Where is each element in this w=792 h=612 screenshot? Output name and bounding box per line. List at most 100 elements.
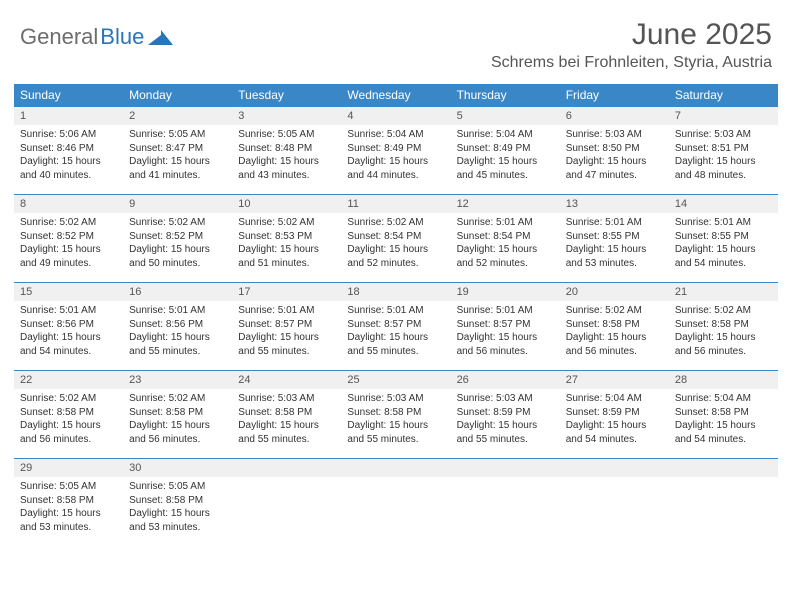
day-details: Sunrise: 5:02 AMSunset: 8:58 PMDaylight:… [560,301,669,370]
day-number: 8 [14,195,123,213]
dow-friday: Friday [560,84,669,106]
day-details: Sunrise: 5:02 AMSunset: 8:58 PMDaylight:… [669,301,778,370]
day-cell: Sunrise: 5:05 AMSunset: 8:58 PMDaylight:… [123,477,232,546]
day-cell: 29 [14,459,123,477]
day-number: 19 [451,283,560,301]
day-details: Sunrise: 5:01 AMSunset: 8:55 PMDaylight:… [669,213,778,282]
day-details: Sunrise: 5:03 AMSunset: 8:58 PMDaylight:… [341,389,450,458]
day-details: Sunrise: 5:01 AMSunset: 8:57 PMDaylight:… [232,301,341,370]
day-details: Sunrise: 5:03 AMSunset: 8:50 PMDaylight:… [560,125,669,194]
day-cell: 11 [341,195,450,213]
day-cell [669,477,778,546]
calendar-grid: Sunday Monday Tuesday Wednesday Thursday… [14,84,778,546]
day-cell: 14 [669,195,778,213]
day-cell: 30 [123,459,232,477]
day-number: 30 [123,459,232,477]
day-number: 10 [232,195,341,213]
week-daynum-row: 22232425262728 [14,370,778,389]
day-details: Sunrise: 5:02 AMSunset: 8:52 PMDaylight:… [14,213,123,282]
day-number: 1 [14,107,123,125]
logo: GeneralBlue [20,18,174,50]
day-cell: 13 [560,195,669,213]
logo-text-2: Blue [100,24,144,50]
day-cell: Sunrise: 5:02 AMSunset: 8:52 PMDaylight:… [123,213,232,282]
dow-sunday: Sunday [14,84,123,106]
day-cell: 7 [669,107,778,125]
day-cell: 20 [560,283,669,301]
week-daynum-row: 2930..... [14,458,778,477]
week-content-row: Sunrise: 5:01 AMSunset: 8:56 PMDaylight:… [14,301,778,370]
day-number: 14 [669,195,778,213]
day-cell: . [560,459,669,477]
day-cell: 12 [451,195,560,213]
dow-tuesday: Tuesday [232,84,341,106]
week-content-row: Sunrise: 5:02 AMSunset: 8:58 PMDaylight:… [14,389,778,458]
week-content-row: Sunrise: 5:02 AMSunset: 8:52 PMDaylight:… [14,213,778,282]
day-number: 2 [123,107,232,125]
day-number: 25 [341,371,450,389]
day-cell: 22 [14,371,123,389]
day-details: Sunrise: 5:06 AMSunset: 8:46 PMDaylight:… [14,125,123,194]
day-cell: 5 [451,107,560,125]
day-cell: Sunrise: 5:02 AMSunset: 8:58 PMDaylight:… [560,301,669,370]
day-cell [451,477,560,546]
day-number: 3 [232,107,341,125]
day-number: 4 [341,107,450,125]
day-cell: 19 [451,283,560,301]
day-cell: 21 [669,283,778,301]
day-details: Sunrise: 5:01 AMSunset: 8:54 PMDaylight:… [451,213,560,282]
day-cell: 2 [123,107,232,125]
day-number: 27 [560,371,669,389]
day-number: 15 [14,283,123,301]
day-cell: Sunrise: 5:05 AMSunset: 8:58 PMDaylight:… [14,477,123,546]
day-cell: 4 [341,107,450,125]
day-cell: Sunrise: 5:03 AMSunset: 8:58 PMDaylight:… [341,389,450,458]
day-cell: Sunrise: 5:04 AMSunset: 8:49 PMDaylight:… [451,125,560,194]
day-details: Sunrise: 5:05 AMSunset: 8:58 PMDaylight:… [123,477,232,546]
day-details: Sunrise: 5:04 AMSunset: 8:49 PMDaylight:… [341,125,450,194]
dow-wednesday: Wednesday [341,84,450,106]
day-cell: 1 [14,107,123,125]
dow-saturday: Saturday [669,84,778,106]
day-cell: 26 [451,371,560,389]
day-cell: 25 [341,371,450,389]
day-cell: Sunrise: 5:04 AMSunset: 8:58 PMDaylight:… [669,389,778,458]
logo-icon [148,28,174,46]
day-cell [232,477,341,546]
day-number: 18 [341,283,450,301]
day-details: Sunrise: 5:05 AMSunset: 8:58 PMDaylight:… [14,477,123,546]
day-cell: Sunrise: 5:02 AMSunset: 8:58 PMDaylight:… [669,301,778,370]
day-cell: Sunrise: 5:04 AMSunset: 8:59 PMDaylight:… [560,389,669,458]
day-cell: . [341,459,450,477]
day-cell: . [451,459,560,477]
day-number: 11 [341,195,450,213]
dow-thursday: Thursday [451,84,560,106]
day-cell: 6 [560,107,669,125]
day-cell: Sunrise: 5:05 AMSunset: 8:47 PMDaylight:… [123,125,232,194]
day-cell: 3 [232,107,341,125]
day-cell: Sunrise: 5:02 AMSunset: 8:54 PMDaylight:… [341,213,450,282]
day-cell [560,477,669,546]
day-details: Sunrise: 5:04 AMSunset: 8:59 PMDaylight:… [560,389,669,458]
day-number: 9 [123,195,232,213]
day-cell: Sunrise: 5:02 AMSunset: 8:58 PMDaylight:… [14,389,123,458]
week-daynum-row: 891011121314 [14,194,778,213]
day-details: Sunrise: 5:01 AMSunset: 8:56 PMDaylight:… [14,301,123,370]
day-cell: Sunrise: 5:01 AMSunset: 8:56 PMDaylight:… [14,301,123,370]
day-number: 7 [669,107,778,125]
day-number: 22 [14,371,123,389]
day-details: Sunrise: 5:01 AMSunset: 8:56 PMDaylight:… [123,301,232,370]
day-cell: 10 [232,195,341,213]
day-details: Sunrise: 5:03 AMSunset: 8:51 PMDaylight:… [669,125,778,194]
day-cell: 8 [14,195,123,213]
day-details: Sunrise: 5:03 AMSunset: 8:58 PMDaylight:… [232,389,341,458]
day-details: Sunrise: 5:02 AMSunset: 8:52 PMDaylight:… [123,213,232,282]
day-number: 6 [560,107,669,125]
day-cell: Sunrise: 5:04 AMSunset: 8:49 PMDaylight:… [341,125,450,194]
day-details: Sunrise: 5:04 AMSunset: 8:49 PMDaylight:… [451,125,560,194]
day-cell: Sunrise: 5:02 AMSunset: 8:52 PMDaylight:… [14,213,123,282]
day-cell: Sunrise: 5:02 AMSunset: 8:58 PMDaylight:… [123,389,232,458]
calendar-weeks: 1234567Sunrise: 5:06 AMSunset: 8:46 PMDa… [14,106,778,546]
day-number: 17 [232,283,341,301]
week-daynum-row: 15161718192021 [14,282,778,301]
